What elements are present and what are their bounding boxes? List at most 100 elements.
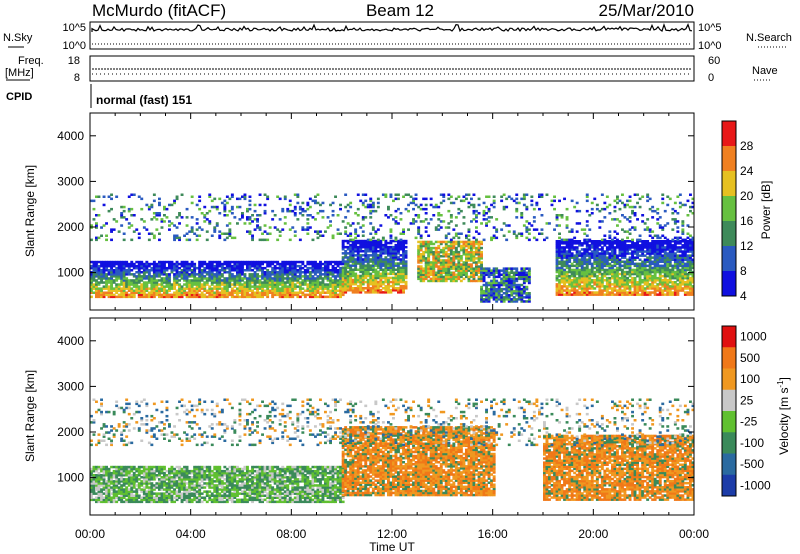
echo-cell [203, 293, 207, 297]
echo-cell [165, 277, 169, 280]
echo-cell [158, 283, 161, 286]
echo-cell [155, 262, 159, 266]
echo-cell [575, 254, 579, 257]
echo-cell [475, 246, 478, 250]
echo-cell [485, 273, 488, 276]
echo-cell [641, 293, 645, 296]
echo-cell [399, 218, 403, 221]
echo-cell [241, 279, 244, 282]
echo-cell [145, 295, 149, 299]
echo-cell [215, 207, 219, 211]
echo-cell [314, 266, 317, 270]
echo-cell [444, 236, 448, 240]
echo-cell [442, 259, 446, 262]
echo-cell [681, 246, 685, 249]
echo-cell [598, 256, 602, 259]
echo-cell [339, 279, 342, 282]
echo-cell [424, 203, 428, 207]
echo-cell [434, 261, 438, 264]
echo-cell [145, 293, 149, 297]
echo-cell [573, 281, 577, 284]
echo-cell [613, 240, 617, 243]
echo-cell [555, 256, 559, 259]
echo-cell [127, 266, 131, 270]
echo-cell [683, 276, 687, 280]
echo-cell [392, 266, 395, 269]
echo-cell [329, 271, 332, 274]
echo-cell [258, 293, 262, 297]
echo-cell [573, 285, 577, 288]
echo-cell [507, 277, 511, 281]
echo-cell [678, 281, 682, 284]
echo-cell [492, 267, 496, 270]
echo-cell [462, 277, 466, 281]
echo-cell [404, 266, 408, 269]
echo-cell [568, 258, 572, 261]
echo-cell [585, 266, 589, 270]
echo-cell [266, 232, 270, 235]
echo-cell [132, 279, 136, 282]
echo-cell [507, 195, 511, 198]
echo-cell [268, 262, 272, 266]
echo-cell [656, 268, 660, 272]
echo-cell [102, 266, 106, 270]
echo-cell [142, 289, 146, 292]
echo-cell [175, 195, 179, 198]
echo-cell [132, 264, 136, 268]
echo-cell [585, 240, 589, 243]
echo-cell [583, 266, 587, 270]
echo-cell [356, 287, 360, 290]
echo-cell [122, 279, 126, 282]
echo-cell [344, 287, 348, 290]
echo-cell [593, 266, 597, 270]
echo-cell [384, 252, 388, 255]
echo-cell [663, 283, 667, 286]
echo-cell [253, 209, 257, 213]
echo-cell [258, 269, 262, 272]
echo-cell [329, 281, 332, 284]
echo-cell [651, 240, 655, 243]
echo-cell [381, 243, 385, 247]
echo-cell [135, 271, 139, 274]
echo-cell [203, 260, 207, 264]
echo-cell [565, 242, 569, 245]
echo-cell [301, 275, 305, 278]
echo-cell [394, 254, 398, 257]
echo-cell [424, 265, 428, 268]
echo-cell [321, 281, 325, 284]
echo-cell [238, 269, 242, 272]
echo-cell [600, 279, 604, 282]
echo-cell [661, 281, 665, 284]
echo-cell [236, 273, 239, 276]
echo-cell [485, 283, 488, 287]
echo-cell [150, 205, 154, 209]
echo-cell [107, 289, 111, 292]
echo-cell [344, 268, 348, 271]
echo-cell [371, 226, 375, 229]
echo-cell [346, 203, 350, 207]
echo-cell [656, 293, 660, 296]
echo-cell [213, 228, 217, 231]
echo-cell [545, 236, 549, 240]
echo-cell [230, 293, 234, 297]
echo-cell [434, 265, 438, 268]
echo-cell [628, 260, 632, 263]
echo-cell [568, 266, 572, 270]
echo-cell [215, 266, 219, 270]
echo-cell [633, 287, 637, 290]
echo-cell [173, 293, 176, 297]
echo-cell [379, 276, 383, 280]
echo-cell [354, 282, 358, 286]
echo-cell [163, 205, 166, 209]
echo-cell [683, 242, 687, 245]
echo-cell [621, 291, 624, 294]
echo-cell [173, 281, 176, 284]
echo-cell [394, 258, 398, 261]
echo-cell [447, 261, 451, 264]
echo-cell [427, 267, 431, 270]
echo-cell [573, 270, 577, 274]
echo-cell [653, 291, 657, 294]
echo-cell [424, 263, 428, 266]
echo-cell [618, 293, 622, 296]
echo-cell [220, 279, 224, 282]
